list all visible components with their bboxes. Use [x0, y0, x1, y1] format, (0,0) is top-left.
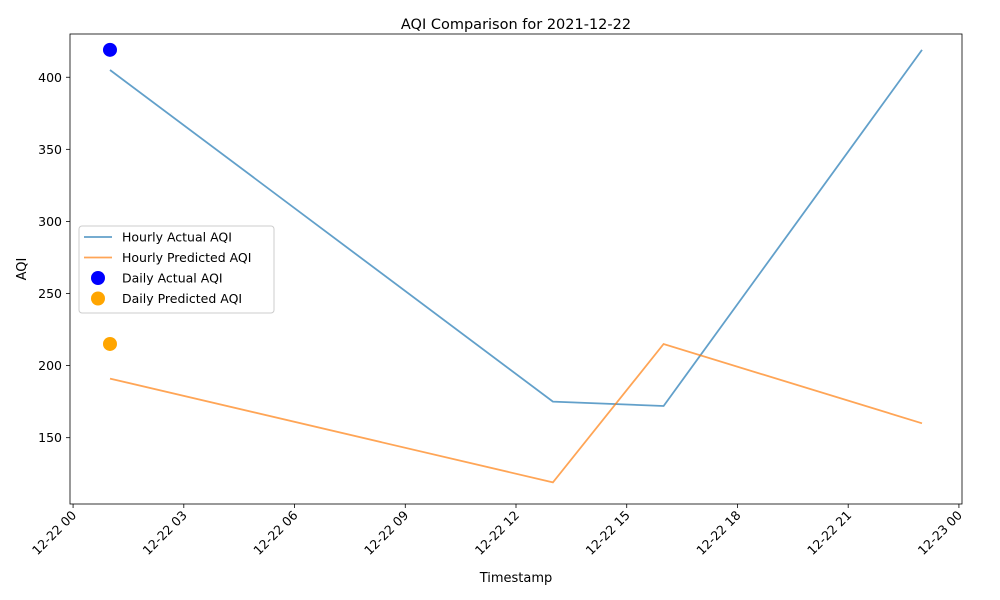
- legend-swatch: [91, 271, 105, 285]
- chart-title: AQI Comparison for 2021-12-22: [401, 17, 631, 33]
- y-tick-label: 250: [38, 286, 62, 301]
- legend: Hourly Actual AQI Hourly Predicted AQI Dai…: [78, 225, 275, 314]
- x-tick-label: 12-22 03: [140, 508, 190, 558]
- daily-actual-aqi-point: [102, 42, 117, 57]
- x-tick-label: 12-22 09: [361, 507, 411, 557]
- x-tick-label: 12-22 06: [250, 507, 300, 557]
- y-tick-label: 400: [38, 70, 62, 85]
- series-layer: [102, 42, 923, 484]
- y-tick-label: 150: [38, 430, 62, 445]
- legend-swatch: [91, 291, 105, 306]
- x-tick-label: 12-23 00: [915, 507, 965, 557]
- y-axis-label: AQI: [15, 258, 30, 281]
- x-tick-label: 12-22 00: [29, 507, 79, 557]
- x-tick-label: 12-22 15: [583, 508, 633, 558]
- y-axis-ticks: 150 200 250 300 350 400: [38, 70, 70, 445]
- y-tick-label: 300: [38, 214, 62, 229]
- hourly-actual-aqi-line: [109, 49, 923, 407]
- x-axis-label: Timestamp: [479, 571, 553, 586]
- x-tick-label: 12-22 12: [472, 508, 522, 558]
- daily-predicted-aqi-point: [102, 336, 117, 351]
- legend-label: Hourly Predicted AQI: [122, 250, 251, 265]
- hourly-predicted-aqi-line: [109, 342, 923, 484]
- y-tick-label: 350: [38, 142, 62, 157]
- x-tick-label: 12-22 18: [693, 507, 743, 557]
- y-tick-label: 200: [38, 358, 62, 373]
- legend-box: [78, 225, 275, 314]
- x-tick-label: 12-22 21: [804, 508, 854, 558]
- legend-label: Daily Actual AQI: [122, 271, 223, 286]
- legend-label: Daily Predicted AQI: [122, 291, 242, 306]
- x-axis-ticks: 12-22 00 12-22 03 12-22 06 12-22 09 12-22 12…: [29, 504, 965, 558]
- legend-label: Hourly Actual AQI: [122, 230, 232, 245]
